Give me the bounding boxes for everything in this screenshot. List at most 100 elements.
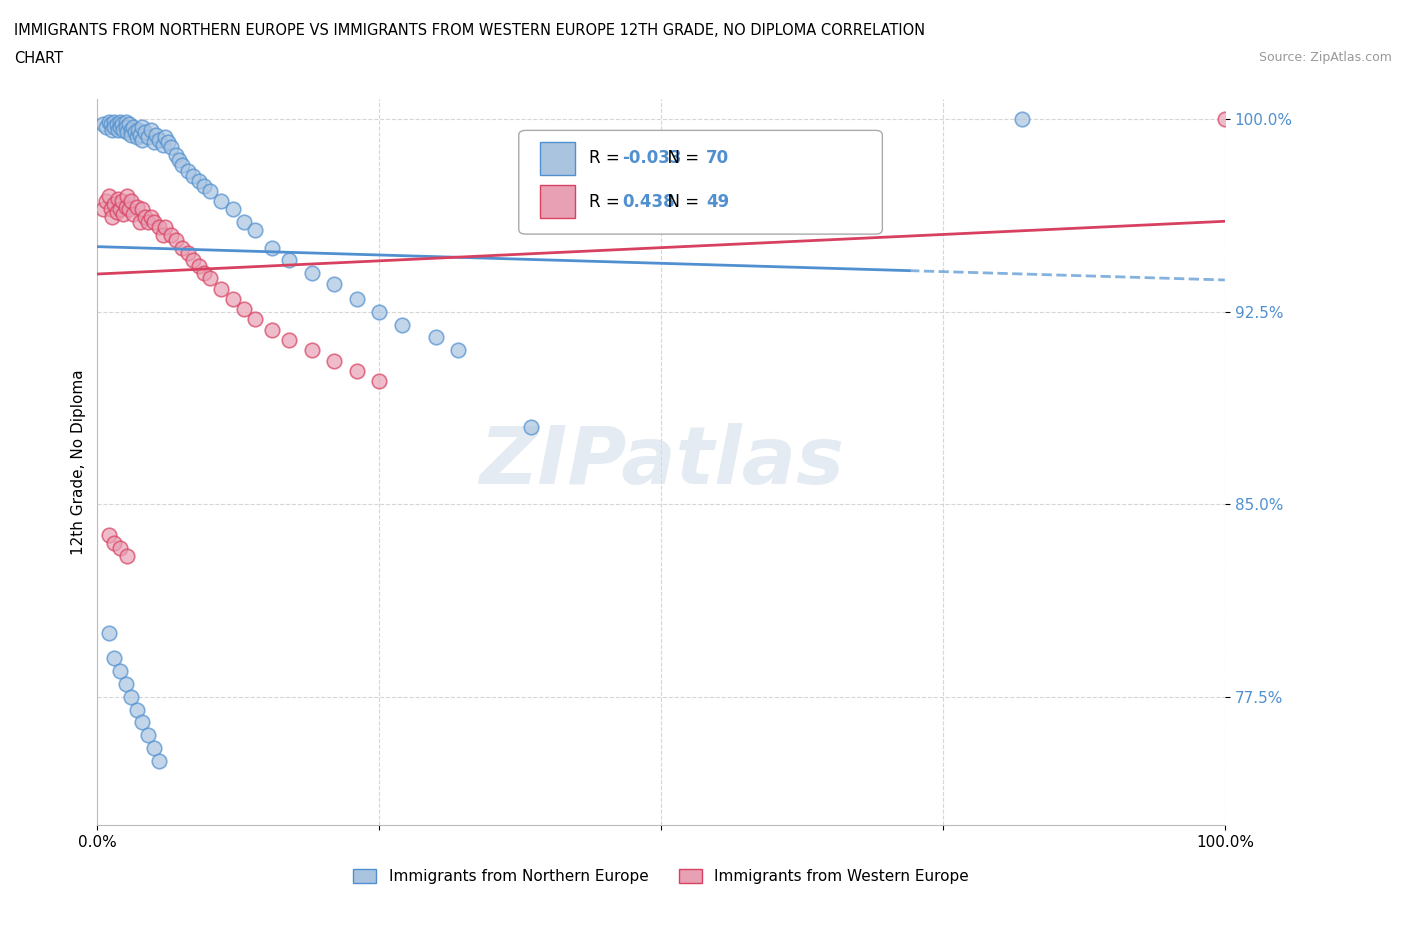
Point — [114, 114, 136, 129]
Point — [136, 130, 159, 145]
Text: 70: 70 — [706, 149, 728, 167]
Point — [346, 291, 368, 306]
Point — [152, 227, 174, 242]
Point — [157, 135, 180, 150]
Point — [111, 194, 134, 209]
Point — [181, 168, 204, 183]
Point — [101, 122, 124, 137]
Point — [105, 117, 128, 132]
Point — [193, 179, 215, 193]
Point — [141, 209, 163, 224]
Point — [167, 153, 190, 167]
Point — [153, 130, 176, 145]
Point — [107, 122, 129, 137]
Point — [131, 715, 153, 730]
Point — [136, 215, 159, 230]
Point — [103, 536, 125, 551]
Text: CHART: CHART — [14, 51, 63, 66]
Point — [278, 253, 301, 268]
Point — [165, 232, 187, 247]
Point — [97, 189, 120, 204]
Point — [301, 266, 323, 281]
Point — [323, 276, 346, 291]
Point — [118, 202, 141, 217]
Point — [323, 353, 346, 368]
Point — [91, 117, 114, 132]
Point — [153, 219, 176, 234]
Point — [148, 132, 170, 147]
Point — [142, 740, 165, 755]
Point — [148, 753, 170, 768]
Point — [187, 259, 209, 273]
Point — [368, 374, 391, 389]
Point — [129, 215, 152, 230]
Point — [301, 343, 323, 358]
Point — [122, 119, 145, 134]
Point — [142, 215, 165, 230]
Point — [176, 246, 198, 260]
Point — [114, 676, 136, 691]
Point — [114, 199, 136, 214]
Point — [91, 202, 114, 217]
Text: N =: N = — [657, 149, 704, 167]
Point — [221, 291, 243, 306]
Point — [96, 194, 118, 209]
Legend: Immigrants from Northern Europe, Immigrants from Western Europe: Immigrants from Northern Europe, Immigra… — [347, 863, 974, 890]
Point — [131, 132, 153, 147]
Point — [145, 127, 167, 142]
Point — [391, 317, 413, 332]
Point — [120, 127, 142, 142]
Point — [115, 189, 138, 204]
Text: IMMIGRANTS FROM NORTHERN EUROPE VS IMMIGRANTS FROM WESTERN EUROPE 12TH GRADE, NO: IMMIGRANTS FROM NORTHERN EUROPE VS IMMIG… — [14, 23, 925, 38]
Point — [120, 194, 142, 209]
Point — [97, 114, 120, 129]
Point — [221, 202, 243, 217]
Point — [108, 202, 131, 217]
Text: R =: R = — [589, 193, 624, 210]
Point — [346, 364, 368, 379]
Point — [1213, 112, 1236, 126]
Point — [176, 163, 198, 178]
Point — [152, 138, 174, 153]
Point — [131, 119, 153, 134]
Point — [100, 202, 122, 217]
Point — [141, 122, 163, 137]
Point — [125, 702, 148, 717]
Point — [108, 114, 131, 129]
Point — [520, 419, 543, 434]
Point — [425, 330, 447, 345]
Point — [142, 135, 165, 150]
Text: Source: ZipAtlas.com: Source: ZipAtlas.com — [1258, 51, 1392, 64]
Point — [118, 117, 141, 132]
Point — [262, 323, 284, 338]
Point — [245, 312, 267, 327]
Point — [447, 343, 470, 358]
Point — [112, 206, 135, 221]
Point — [181, 253, 204, 268]
Point — [209, 194, 232, 209]
Point — [120, 689, 142, 704]
Point — [115, 125, 138, 140]
Point — [134, 209, 156, 224]
Point — [131, 202, 153, 217]
Point — [232, 301, 254, 316]
Point — [124, 125, 146, 140]
Point — [103, 196, 125, 211]
Point — [262, 240, 284, 255]
Point — [115, 548, 138, 563]
Point — [103, 114, 125, 129]
Point — [1011, 112, 1033, 126]
Point — [187, 173, 209, 188]
Point — [107, 192, 129, 206]
Text: -0.033: -0.033 — [621, 149, 682, 167]
Point — [96, 119, 118, 134]
Point — [125, 199, 148, 214]
Point — [368, 304, 391, 319]
Point — [103, 119, 125, 134]
Point — [165, 148, 187, 163]
Point — [101, 209, 124, 224]
Point — [125, 130, 148, 145]
Point — [278, 333, 301, 348]
Point — [148, 219, 170, 234]
Point — [114, 119, 136, 134]
